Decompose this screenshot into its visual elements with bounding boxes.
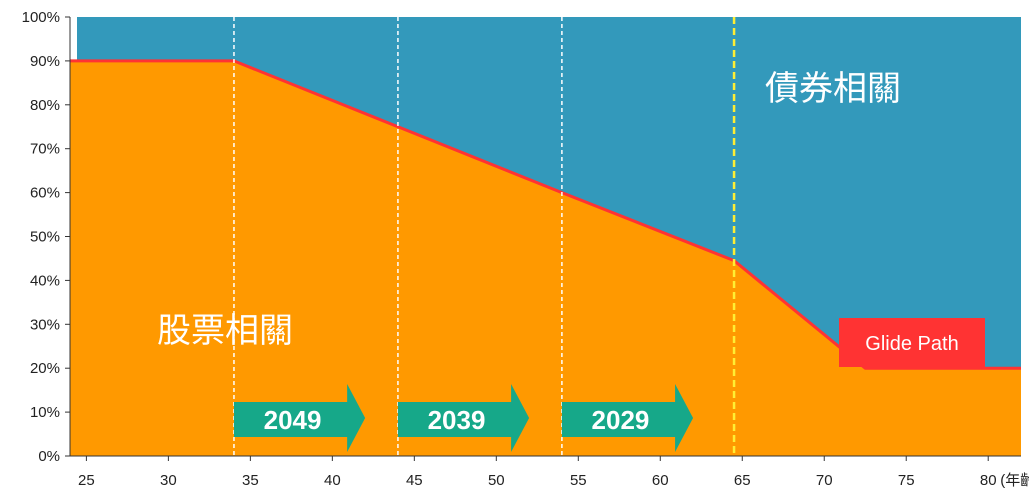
- equity-area: [70, 60, 1021, 457]
- glide-path-label: Glide Path: [865, 333, 958, 355]
- target-date-arrow-3: [561, 384, 694, 452]
- target-date-label-1: 2049: [264, 405, 322, 435]
- x-tick-label: 35: [242, 472, 259, 489]
- equity-region-label: 股票相關: [157, 311, 293, 351]
- y-tick-label: 30%: [30, 316, 60, 333]
- y-tick-label: 60%: [30, 185, 60, 202]
- y-tick-label: 20%: [30, 360, 60, 377]
- x-tick-label: 80: [980, 472, 997, 489]
- target-date-label-2: 2039: [428, 405, 486, 435]
- x-tick-label: 60: [652, 472, 669, 489]
- y-tick-label: 40%: [30, 272, 60, 289]
- x-tick-label: 75: [898, 472, 915, 489]
- chart-labels: 股票相關 債券相關 Glide Path: [157, 69, 985, 367]
- x-tick-label: 40: [324, 472, 341, 489]
- axes: 0% 10% 20% 30% 40% 50% 60% 70% 80% 90% 100% 25 30 35 4…: [22, 9, 1029, 489]
- y-tick-label: 0%: [38, 448, 60, 465]
- glide-path-badge: [839, 318, 985, 367]
- target-date-label-3: 2029: [592, 405, 650, 435]
- vertical-markers: [233, 17, 736, 456]
- x-tick-label: 50: [488, 472, 505, 489]
- y-tick-label: 10%: [30, 404, 60, 421]
- y-tick-label: 90%: [30, 53, 60, 70]
- target-date-arrow-2: [397, 384, 530, 452]
- y-tick-label: 70%: [30, 141, 60, 158]
- x-tick-label: 55: [570, 472, 587, 489]
- bond-region-label: 債券相關: [765, 69, 901, 109]
- target-date-arrows: 2049 2039 2029: [233, 384, 694, 452]
- x-axis-unit: (年齡): [1000, 472, 1029, 489]
- x-tick-label: 65: [734, 472, 751, 489]
- x-tick-label: 30: [160, 472, 177, 489]
- y-tick-label: 80%: [30, 97, 60, 114]
- x-tick-label: 45: [406, 472, 423, 489]
- y-tick-label: 50%: [30, 229, 60, 246]
- target-date-arrow-1: [233, 384, 366, 452]
- x-tick-label: 25: [78, 472, 95, 489]
- y-tick-label: 100%: [22, 9, 60, 26]
- x-tick-label: 70: [816, 472, 833, 489]
